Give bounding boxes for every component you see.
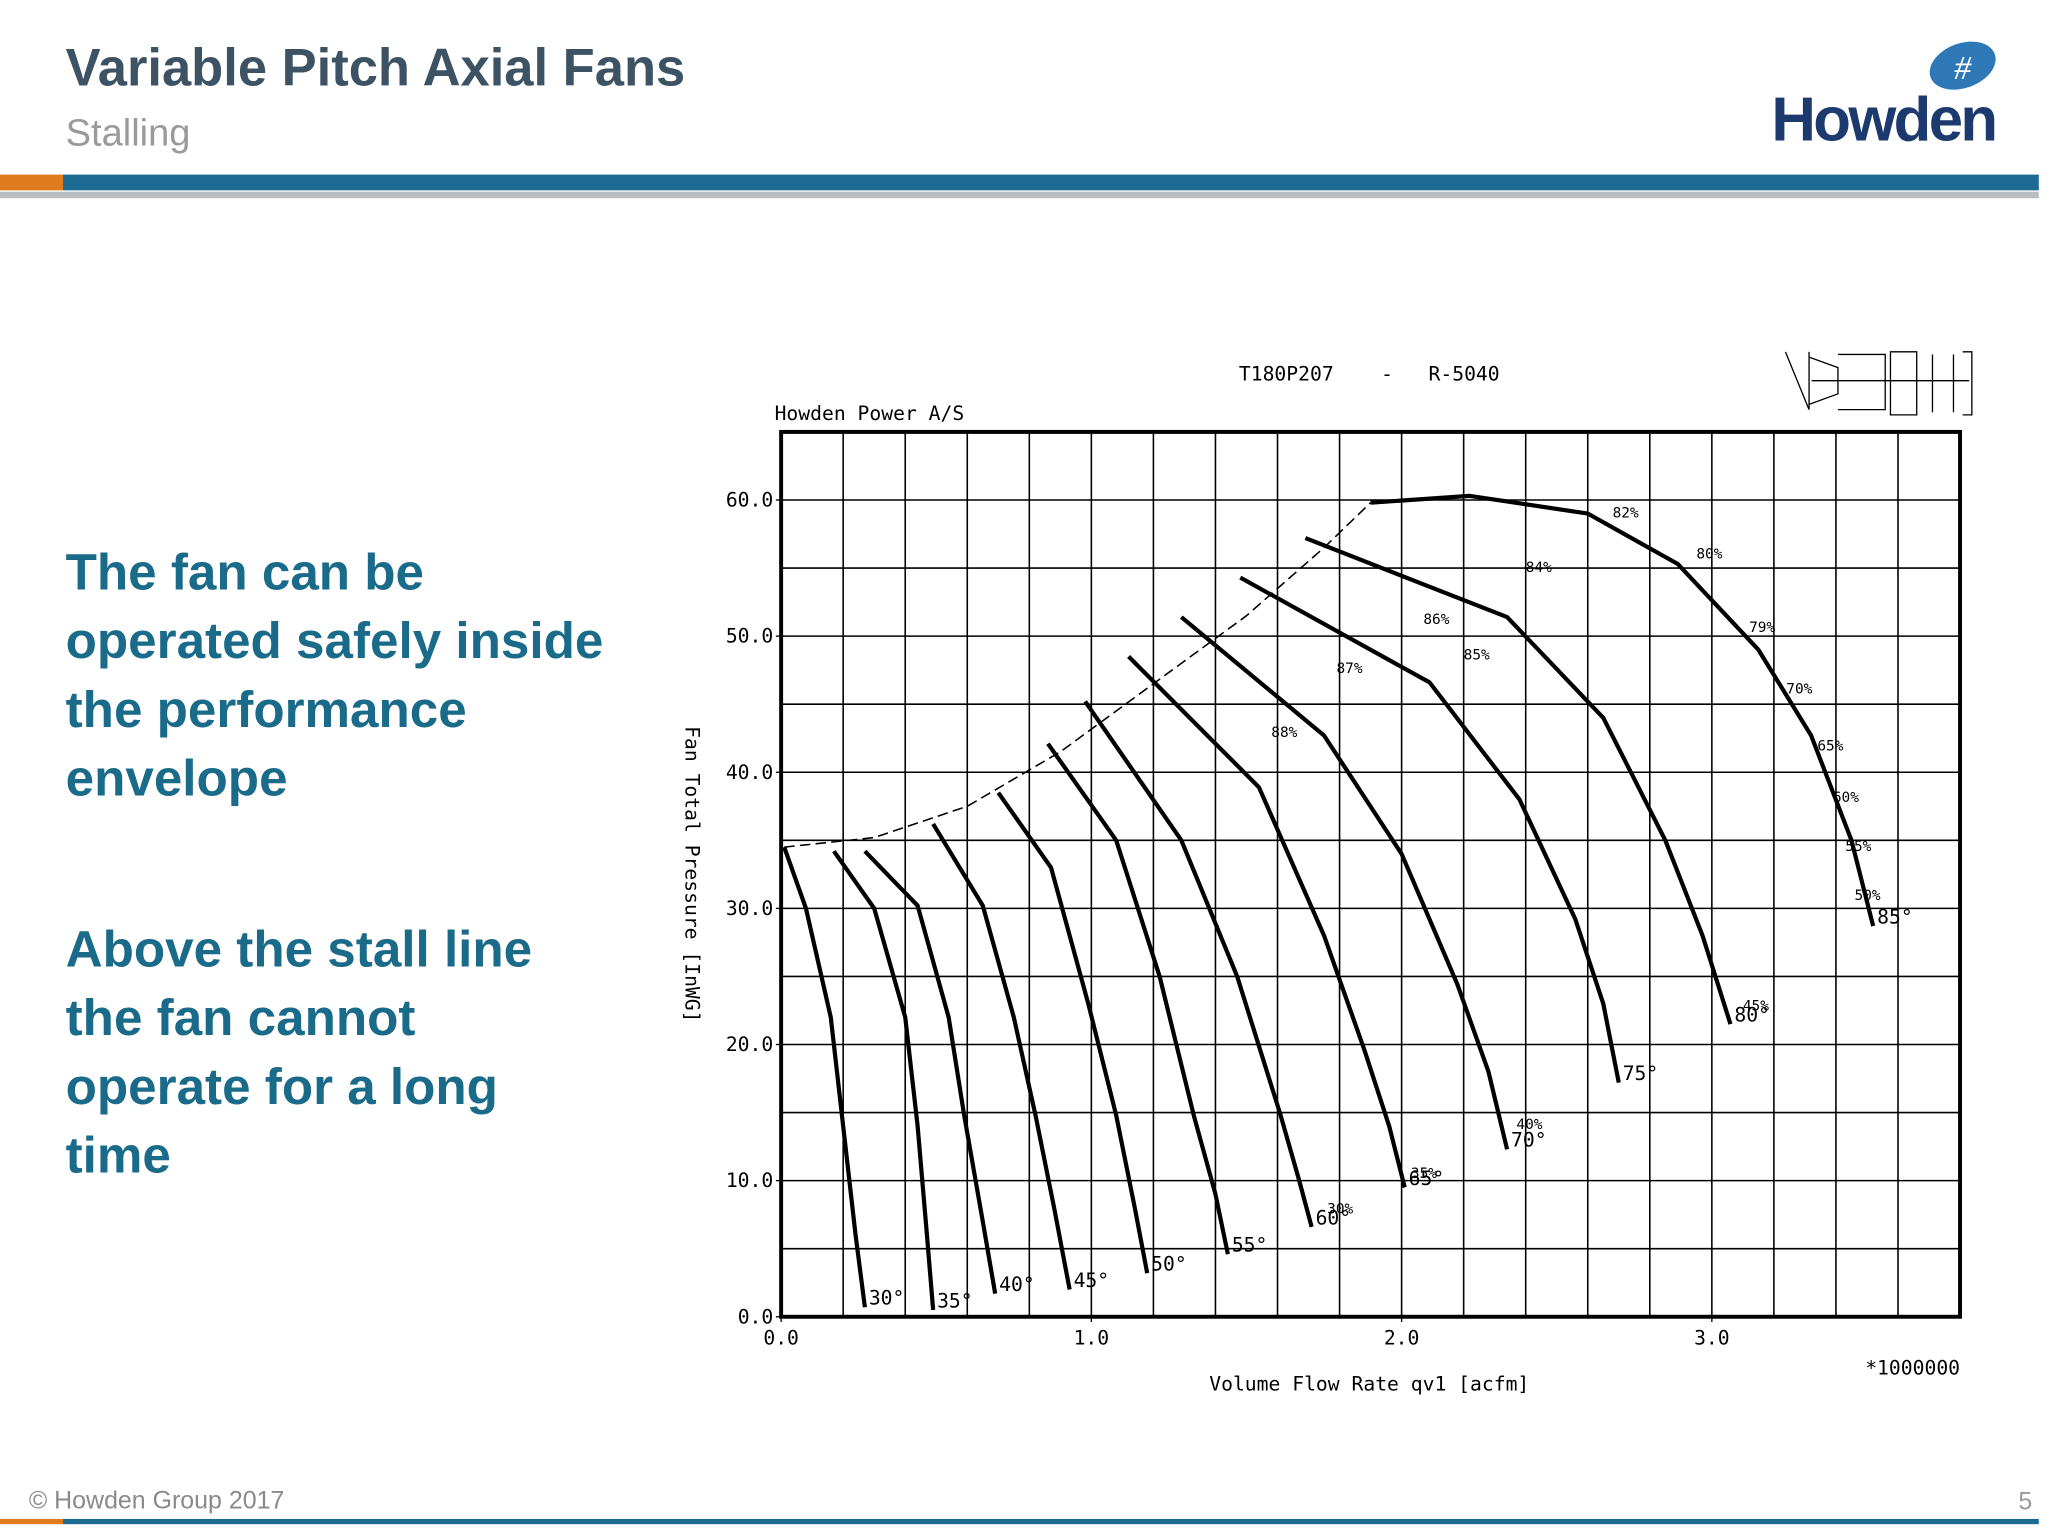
- y-tick-label: 20.0: [726, 1033, 773, 1056]
- curve-label: 75°: [1623, 1062, 1659, 1085]
- x-axis-label: Volume Flow Rate qv1 [acfm]: [1209, 1372, 1529, 1395]
- efficiency-label: 87%: [1336, 661, 1362, 677]
- body-line: envelope: [66, 749, 288, 806]
- blade-angle-curve: [1179, 615, 1510, 1150]
- y-axis-label: Fan Total Pressure [InWG]: [680, 726, 703, 1022]
- efficiency-label: 60%: [1833, 790, 1859, 806]
- body-line: time: [66, 1126, 171, 1183]
- y-tick-label: 10.0: [726, 1169, 773, 1192]
- y-tick-label: 50.0: [726, 625, 773, 648]
- logo-mark: [1929, 41, 1996, 90]
- header-bar: [63, 174, 2039, 191]
- efficiency-label: 70%: [1786, 681, 1812, 697]
- curve-label: 80°: [1734, 1003, 1770, 1026]
- blade-angle-curve: [1127, 655, 1407, 1188]
- x-multiplier: *1000000: [1865, 1357, 1960, 1380]
- efficiency-label: 50%: [1855, 888, 1881, 904]
- efficiency-label: 45%: [1743, 998, 1769, 1014]
- curve-label: 70°: [1511, 1129, 1547, 1152]
- curve-label: 40°: [999, 1273, 1035, 1296]
- blade-angle-curve: [1239, 575, 1621, 1084]
- efficiency-label: 55%: [1845, 839, 1871, 855]
- curve-label: 85°: [1877, 905, 1913, 928]
- blade-angle-curve: [832, 849, 936, 1311]
- x-tick-label: 1.0: [1074, 1326, 1110, 1349]
- body-line: operate for a long: [66, 1058, 498, 1115]
- x-tick-label: 2.0: [1384, 1326, 1420, 1349]
- copyright: © Howden Group 2017: [29, 1486, 284, 1514]
- body-line: operated safely inside: [66, 612, 604, 669]
- body-line: the fan cannot: [66, 989, 416, 1046]
- x-tick-label: 0.0: [763, 1326, 799, 1349]
- footer-bar: [63, 1518, 2039, 1525]
- blade-angle-curve: [1304, 536, 1733, 1025]
- curve-label: 60°: [1316, 1206, 1352, 1229]
- chart-subtitle: Howden Power A/S: [775, 402, 965, 425]
- chart: 0.0 1.0 2.0 3.0 0.0 10.0 20.0 30.0 40.0 50.0 60.0 T…: [680, 351, 1973, 1395]
- blade-angle-curve: [1046, 742, 1230, 1255]
- fan-sketch: [1784, 351, 1973, 416]
- y-tick-label: 60.0: [726, 489, 773, 512]
- header-bar-accent: [0, 174, 64, 191]
- blade-angle-curve: [863, 849, 998, 1294]
- efficiency-label: 40%: [1516, 1117, 1542, 1133]
- curve-label: 35°: [937, 1289, 973, 1312]
- efficiency-label: 35%: [1411, 1166, 1437, 1182]
- curve-label: 45°: [1074, 1269, 1110, 1292]
- efficiency-label: 79%: [1749, 620, 1775, 636]
- y-tick-label: 40.0: [726, 761, 773, 784]
- y-tick-label: 30.0: [726, 897, 773, 920]
- blade-angle-curve: [1370, 493, 1876, 927]
- curve-label: 50°: [1151, 1253, 1187, 1276]
- logo: # Howden: [1771, 41, 1998, 154]
- curve-label: 65°: [1409, 1167, 1445, 1190]
- efficiency-label: 82%: [1613, 506, 1639, 522]
- header-rule: [0, 191, 2039, 199]
- body-line: The fan can be: [66, 543, 424, 600]
- curve-label: 55°: [1232, 1234, 1268, 1257]
- plot-frame: [779, 429, 1963, 1319]
- blade-angle-curve: [931, 822, 1072, 1290]
- efficiency-label: 86%: [1423, 612, 1449, 628]
- logo-text: Howden: [1771, 85, 1995, 154]
- blade-angle-curve: [1083, 700, 1314, 1228]
- title: Variable Pitch Axial Fans: [66, 38, 686, 97]
- body-line: the performance: [66, 681, 467, 738]
- efficiency-label: 80%: [1696, 547, 1722, 563]
- efficiency-label: 85%: [1464, 647, 1490, 663]
- efficiency-label: 30%: [1327, 1201, 1353, 1217]
- subtitle: Stalling: [66, 113, 191, 155]
- efficiency-label: 84%: [1526, 560, 1552, 576]
- y-tick-label: 0.0: [738, 1305, 774, 1328]
- blade-angle-curve: [782, 846, 867, 1308]
- stall-line: [784, 502, 1372, 848]
- body-text: The fan can be operated safely inside the …: [66, 543, 604, 1183]
- footer-bar-accent: [0, 1518, 64, 1525]
- logo-glyph: #: [1954, 50, 1972, 87]
- chart-title: T180P207 - R-5040: [1239, 363, 1500, 386]
- body-line: Above the stall line: [66, 920, 533, 977]
- page-number: 5: [2018, 1488, 2032, 1516]
- curve-label: 30°: [869, 1287, 905, 1310]
- blade-angle-curve: [996, 791, 1150, 1274]
- efficiency-label: 88%: [1271, 725, 1297, 741]
- efficiency-label: 65%: [1817, 738, 1843, 754]
- x-tick-label: 3.0: [1694, 1326, 1730, 1349]
